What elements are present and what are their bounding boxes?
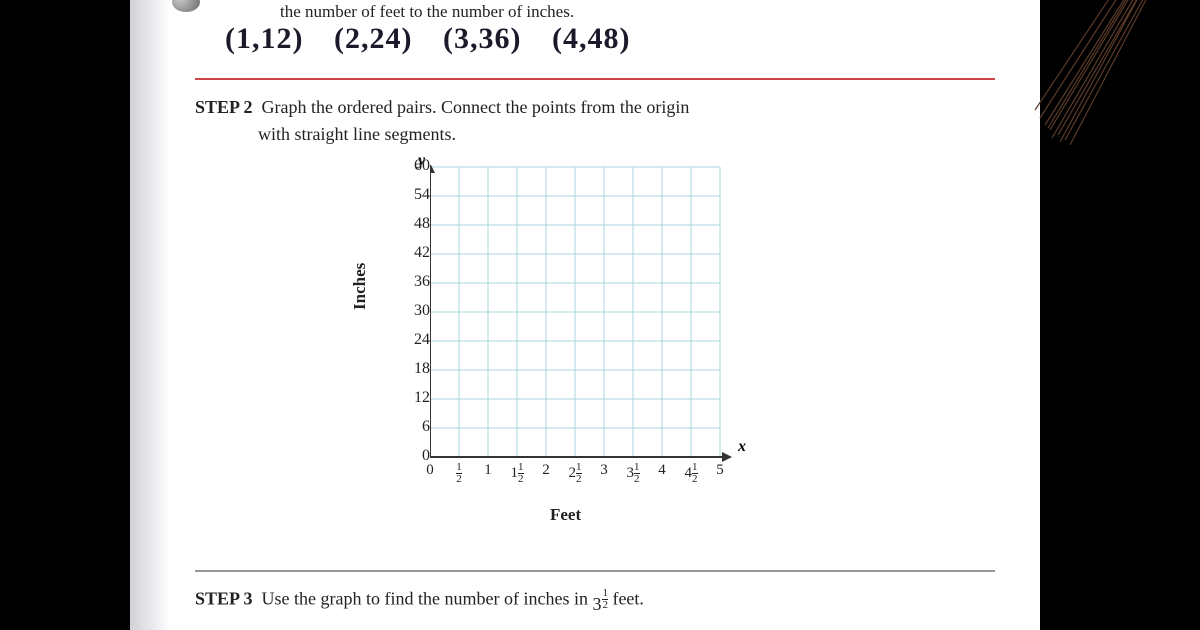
step-3-text-before: Use the graph to find the number of inch… bbox=[262, 589, 593, 609]
mixed-fraction: 312 bbox=[592, 588, 608, 613]
x-tick: 1 bbox=[476, 462, 500, 479]
y-tick: 48 bbox=[400, 215, 430, 233]
x-tick: 2 bbox=[534, 462, 558, 479]
step-2-text-1: Graph the ordered pairs. Connect the poi… bbox=[262, 97, 690, 117]
y-axis-label: Inches bbox=[350, 263, 370, 310]
step-2-text-2: with straight line segments. bbox=[258, 124, 456, 144]
x-tick: 112 bbox=[505, 462, 529, 485]
y-tick: 54 bbox=[400, 186, 430, 204]
step-2-label: STEP 2 bbox=[195, 97, 253, 117]
y-tick: 30 bbox=[400, 302, 430, 320]
x-tick: 412 bbox=[679, 462, 703, 485]
pair-3: (3,36) bbox=[443, 22, 521, 55]
red-divider bbox=[195, 78, 995, 80]
y-tick: 60 bbox=[400, 157, 430, 175]
y-tick: 6 bbox=[400, 418, 430, 436]
step-3-text-after: feet. bbox=[612, 589, 643, 609]
x-tick: 212 bbox=[563, 462, 587, 485]
step-3-label: STEP 3 bbox=[195, 589, 253, 609]
y-tick: 36 bbox=[400, 273, 430, 291]
intro-text: the number of feet to the number of inch… bbox=[280, 2, 574, 22]
pair-4: (4,48) bbox=[552, 22, 630, 55]
y-tick: 18 bbox=[400, 360, 430, 378]
x-tick: 0 bbox=[418, 462, 442, 479]
x-axis-marker: x bbox=[738, 438, 746, 456]
y-tick: 42 bbox=[400, 244, 430, 262]
handwritten-pairs: (1,12) (2,24) (3,36) (4,48) bbox=[225, 22, 652, 56]
y-tick: 12 bbox=[400, 389, 430, 407]
step-3-block: STEP 3 Use the graph to find the number … bbox=[195, 588, 644, 613]
page-left-shadow bbox=[130, 0, 170, 630]
step-2-block: STEP 2 Graph the ordered pairs. Connect … bbox=[195, 94, 689, 148]
y-tick: 24 bbox=[400, 331, 430, 349]
grid-svg bbox=[430, 165, 750, 475]
pair-2: (2,24) bbox=[334, 22, 412, 55]
x-tick: 5 bbox=[708, 462, 732, 479]
coordinate-grid: y x Inches Feet 60544842363024181260 012… bbox=[370, 160, 790, 540]
x-axis-label: Feet bbox=[550, 505, 581, 525]
x-tick: 3 bbox=[592, 462, 616, 479]
x-tick: 312 bbox=[621, 462, 645, 485]
x-tick: 12 bbox=[447, 462, 471, 485]
pair-1: (1,12) bbox=[225, 22, 303, 55]
x-tick: 4 bbox=[650, 462, 674, 479]
gray-divider bbox=[195, 570, 995, 572]
